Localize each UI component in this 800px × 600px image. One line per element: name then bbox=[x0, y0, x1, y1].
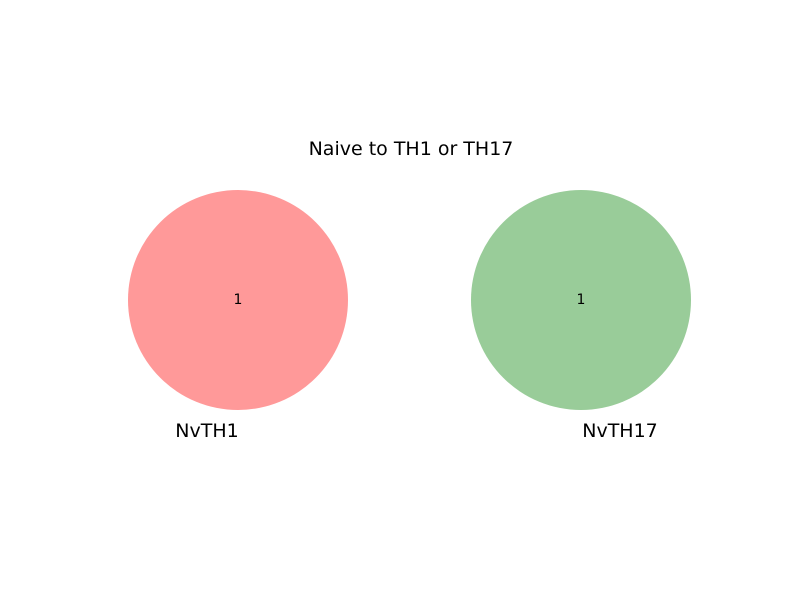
set-label-nvth1: NvTH1 bbox=[175, 420, 238, 442]
set-circle-nvth17 bbox=[471, 190, 691, 410]
set-label-nvth17: NvTH17 bbox=[582, 420, 658, 442]
region-count-nvth17: 1 bbox=[577, 292, 586, 308]
set-circle-nvth1 bbox=[128, 190, 348, 410]
chart-title: Naive to TH1 or TH17 bbox=[309, 138, 514, 160]
region-count-nvth1: 1 bbox=[234, 292, 243, 308]
